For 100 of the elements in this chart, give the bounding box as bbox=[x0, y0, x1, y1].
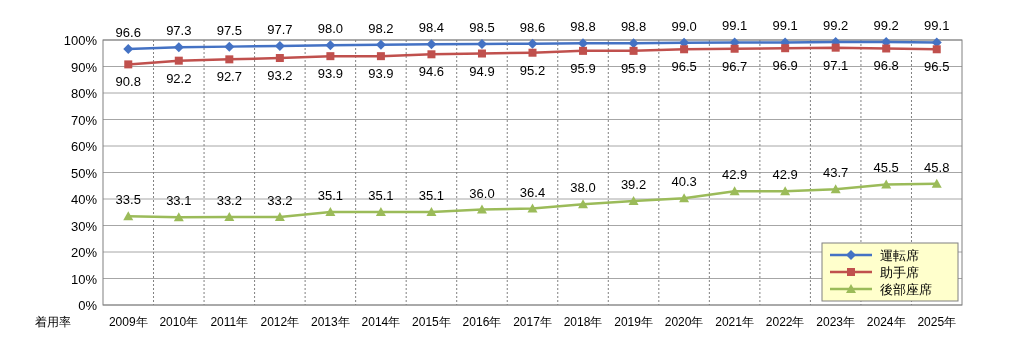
point bbox=[781, 44, 790, 53]
x-tick-label: 2010年 bbox=[159, 315, 199, 329]
data-label: 97.5 bbox=[216, 22, 242, 38]
data-label: 98.0 bbox=[317, 21, 344, 37]
data-label: 99.2 bbox=[873, 18, 899, 34]
y-tick-label: 30% bbox=[70, 218, 98, 234]
data-label: 94.6 bbox=[418, 64, 445, 80]
y-tick-label: 60% bbox=[70, 139, 98, 154]
data-label: 96.5 bbox=[924, 59, 950, 75]
x-tick-label: 2025年 bbox=[917, 315, 957, 329]
x-tick-label: 2024年 bbox=[866, 315, 906, 329]
point bbox=[881, 179, 892, 189]
data-label: 98.5 bbox=[469, 19, 495, 35]
x-tick-label: 2018年 bbox=[563, 315, 603, 329]
x-tick-label: 2020年 bbox=[664, 315, 704, 329]
point bbox=[224, 212, 235, 222]
data-label: 35.1 bbox=[317, 187, 344, 203]
data-label: 96.5 bbox=[671, 59, 697, 75]
data-label: 98.8 bbox=[620, 19, 647, 35]
y-tick-label: 80% bbox=[70, 86, 98, 101]
point bbox=[579, 46, 588, 55]
point bbox=[225, 55, 234, 64]
data-label: 35.1 bbox=[368, 187, 394, 203]
data-label: 92.7 bbox=[216, 69, 242, 85]
data-label: 42.9 bbox=[721, 167, 748, 183]
point bbox=[527, 203, 538, 213]
point bbox=[124, 60, 133, 69]
point bbox=[578, 199, 589, 209]
x-tick-label: 2013年 bbox=[311, 315, 350, 329]
x-tick-label: 2011年 bbox=[210, 315, 249, 329]
data-label: 93.2 bbox=[267, 68, 293, 84]
data-label: 33.1 bbox=[166, 193, 192, 209]
x-tick-label: 2022年 bbox=[765, 315, 805, 329]
x-tick-label: 2023年 bbox=[816, 315, 856, 329]
x-tick-label: 2014年 bbox=[361, 315, 401, 329]
data-label: 98.2 bbox=[368, 20, 394, 36]
y-tick-label: 70% bbox=[70, 112, 98, 128]
data-label: 93.9 bbox=[368, 66, 394, 82]
y-tick-label: 0% bbox=[78, 298, 98, 313]
point bbox=[325, 206, 336, 216]
data-label: 90.8 bbox=[115, 74, 141, 90]
x-tick-label: 2015年 bbox=[412, 315, 451, 329]
data-label: 99.1 bbox=[772, 18, 798, 34]
x-tick-label: 2019年 bbox=[614, 315, 653, 329]
data-label: 97.7 bbox=[267, 22, 293, 38]
point bbox=[528, 48, 537, 57]
x-tick-label: 2017年 bbox=[513, 315, 552, 329]
point bbox=[427, 50, 436, 59]
data-label: 96.8 bbox=[873, 58, 899, 74]
data-label: 99.0 bbox=[671, 18, 697, 34]
point bbox=[780, 186, 791, 196]
point bbox=[173, 212, 184, 222]
data-label: 35.1 bbox=[418, 187, 445, 203]
point bbox=[628, 196, 639, 206]
data-label: 33.2 bbox=[216, 193, 242, 209]
data-label: 98.8 bbox=[570, 19, 596, 35]
point bbox=[831, 43, 840, 52]
x-tick-label: 2016年 bbox=[462, 315, 502, 329]
point bbox=[376, 52, 385, 61]
y-axis-title: 着用率 bbox=[35, 315, 71, 329]
y-tick-label: 20% bbox=[70, 245, 98, 260]
data-label: 92.2 bbox=[166, 70, 192, 86]
point bbox=[426, 39, 437, 50]
y-tick-label: 100% bbox=[63, 33, 98, 48]
data-label: 96.6 bbox=[115, 25, 141, 41]
data-label: 95.9 bbox=[570, 60, 596, 76]
point bbox=[527, 38, 538, 49]
point bbox=[174, 56, 183, 65]
legend-label: 助手席 bbox=[880, 265, 919, 280]
point bbox=[730, 44, 739, 53]
point bbox=[882, 44, 891, 53]
legend-label: 後部座席 bbox=[880, 282, 932, 297]
data-label: 97.1 bbox=[823, 57, 849, 73]
data-label: 45.8 bbox=[924, 159, 950, 175]
point bbox=[275, 54, 284, 63]
data-label: 33.2 bbox=[267, 193, 293, 209]
point bbox=[679, 193, 690, 203]
legend-label: 運転席 bbox=[880, 248, 919, 263]
data-label: 95.2 bbox=[519, 62, 546, 78]
point bbox=[375, 206, 386, 216]
y-tick-label: 50% bbox=[70, 165, 98, 181]
y-tick-label: 10% bbox=[70, 271, 98, 287]
data-label: 42.9 bbox=[772, 167, 798, 183]
y-tick-label: 40% bbox=[70, 192, 98, 207]
point bbox=[224, 41, 235, 52]
point bbox=[476, 204, 487, 214]
data-label: 97.3 bbox=[166, 23, 192, 39]
data-label: 40.3 bbox=[671, 174, 697, 190]
data-label: 99.1 bbox=[924, 18, 950, 34]
point bbox=[326, 52, 335, 61]
x-tick-label: 2012年 bbox=[260, 315, 300, 329]
x-tick-label: 2009年 bbox=[108, 315, 148, 329]
point bbox=[325, 40, 336, 51]
point bbox=[932, 45, 941, 54]
data-label: 94.9 bbox=[469, 63, 495, 79]
data-label: 98.6 bbox=[519, 19, 546, 35]
data-label: 36.4 bbox=[519, 184, 546, 200]
point bbox=[426, 206, 437, 216]
data-label: 99.2 bbox=[823, 18, 849, 34]
point bbox=[274, 212, 285, 222]
